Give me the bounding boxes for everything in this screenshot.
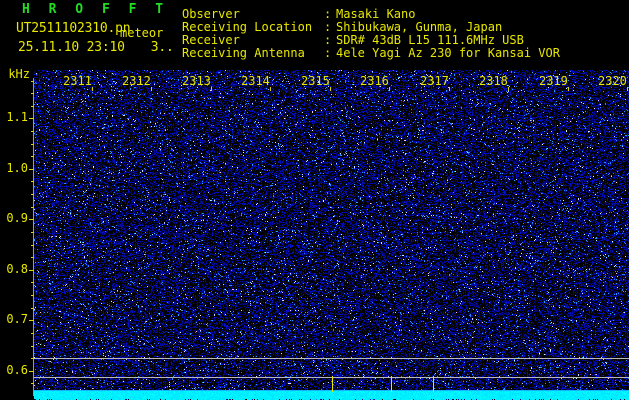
observation-info-block: Observer: Masaki Kano Receiving Location:… [182,8,560,60]
y-axis-tick-minor [31,333,34,334]
info-row-receiver: Receiver: SDR# 43dB L15 111.6MHz USB [182,34,560,47]
spectrogram-plot: kHz 1.1 1.0 0.9 0.8 0.7 0.6 2311 2312 2313 2314 2… [0,67,629,400]
y-axis-tick-minor [31,81,34,82]
y-axis-tick-major [29,219,34,220]
x-axis-tick-label: 2312 [122,74,151,88]
y-axis-tick-label: 1.1 [6,110,28,124]
y-axis-tick-minor [31,131,34,132]
info-colon: : [324,7,332,21]
x-axis-tick-label: 2318 [479,74,508,88]
filename-label: UT2511102310.pn [16,21,131,36]
x-axis-tick [151,87,152,91]
y-axis-tick-major [29,169,34,170]
y-axis-tick-minor [31,295,34,296]
timestamp-extra: 3.. [150,40,174,55]
y-axis-tick-major [29,371,34,372]
y-axis-tick-minor [31,232,34,233]
y-axis-tick-minor [31,207,34,208]
header-panel: H R O F F T UT2511102310.pn meteor 25.11… [0,0,629,70]
y-axis-tick-label: 1.0 [6,161,28,175]
x-axis-tick-label: 2315 [301,74,330,88]
y-axis-tick-minor [31,282,34,283]
x-axis-tick-label: 2317 [420,74,449,88]
x-axis-tick [92,87,93,91]
x-axis-tick-label: 2313 [182,74,211,88]
mode-label: meteor [120,26,164,40]
y-axis-tick-label: 0.8 [6,262,28,276]
y-axis-tick-minor [31,358,34,359]
x-axis-tick [449,87,450,91]
spectrogram-canvas-area[interactable] [34,70,629,400]
y-axis-tick-minor [31,257,34,258]
x-axis-tick [211,87,212,91]
info-row-receiving-antenna: Receiving Antenna:4ele Yagi Az 230 for K… [182,47,560,60]
y-axis-tick-major [29,270,34,271]
y-axis-tick-major [29,118,34,119]
y-axis-unit-label: kHz [8,67,30,81]
x-axis-tick-label: 2320 [598,74,627,88]
info-label: Receiver [182,33,240,47]
info-value: Masaki Kano [336,7,416,21]
y-axis-line [33,78,34,396]
info-label: Receiving Location [182,20,313,34]
x-axis-tick-label: 2319 [539,74,568,88]
y-axis-tick-minor [31,383,34,384]
y-axis-tick-minor [31,308,34,309]
y-axis-tick-minor [31,346,34,347]
x-axis-tick [389,87,390,91]
timestamp-value: 25.11.10 23:10 [18,40,125,55]
y-axis-tick-label: 0.7 [6,312,28,326]
y-axis-tick-label: 0.6 [6,363,28,377]
x-axis-tick [568,87,569,91]
spectrogram-image[interactable] [34,70,629,400]
y-axis-tick-minor [31,156,34,157]
info-colon: : [324,20,332,34]
y-axis-tick-label: 0.9 [6,211,28,225]
x-axis-tick-label: 2316 [360,74,389,88]
x-axis-tick [270,87,271,91]
info-value: SDR# 43dB L15 111.6MHz USB [336,33,524,47]
info-row-observer: Observer: Masaki Kano [182,8,560,21]
timestamp-label: 25.11.10 23:10 3.. [18,40,174,55]
y-axis-tick-minor [31,144,34,145]
info-value: 4ele Yagi Az 230 for Kansai VOR [336,46,560,60]
info-label: Observer [182,7,240,21]
y-axis-tick-minor [31,245,34,246]
y-axis-tick-minor [31,194,34,195]
y-axis-tick-major [29,320,34,321]
app-title: H R O F F T [22,2,169,17]
y-axis-tick-minor [31,181,34,182]
x-axis-tick [330,87,331,91]
x-axis-tick [627,87,628,91]
info-colon: : [324,46,332,60]
x-axis-tick [508,87,509,91]
y-axis-tick-minor [31,93,34,94]
info-value: Shibukawa, Gunma, Japan [336,20,503,34]
info-label: Receiving Antenna [182,46,305,60]
info-row-receiving-location: Receiving Location: Shibukawa, Gunma, Jap… [182,21,560,34]
y-axis-tick-minor [31,106,34,107]
x-axis-tick-label: 2314 [241,74,270,88]
info-colon: : [324,33,332,47]
x-axis-tick-label: 2311 [63,74,92,88]
frequency-axis: kHz 1.1 1.0 0.9 0.8 0.7 0.6 [0,67,34,400]
